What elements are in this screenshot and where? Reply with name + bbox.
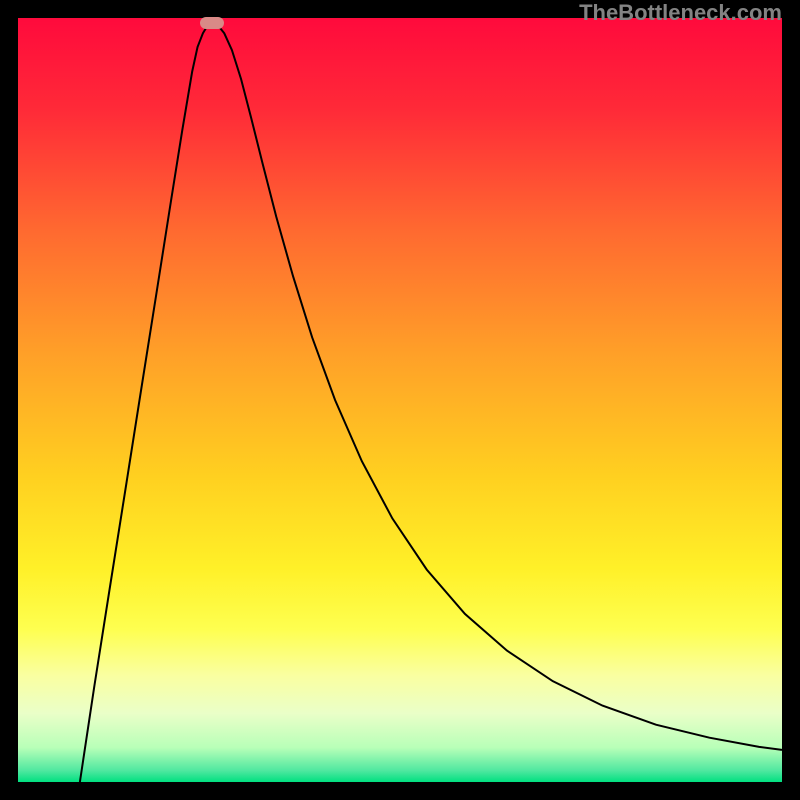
watermark-text: TheBottleneck.com	[579, 0, 782, 26]
optimal-marker	[200, 17, 224, 29]
curve-path	[80, 23, 782, 782]
bottleneck-curve	[18, 18, 782, 782]
plot-area	[18, 18, 782, 782]
